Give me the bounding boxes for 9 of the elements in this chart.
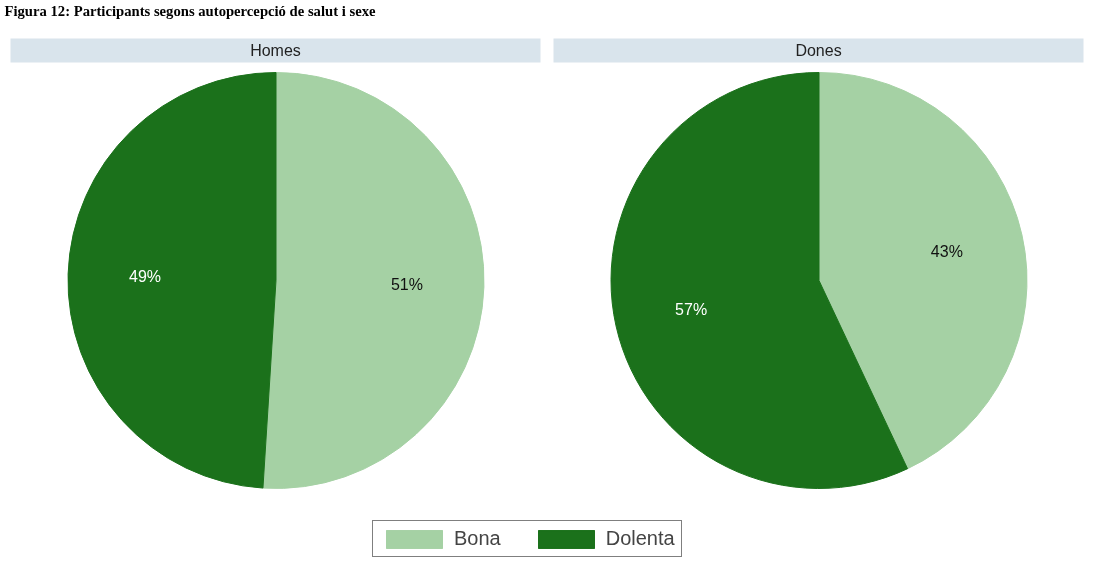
slice-label: Homes	[250, 42, 301, 59]
chart-title: Figura 12: Participants segons autopercepció de salut i sexe	[4, 2, 376, 19]
legend-label: Bona	[454, 527, 501, 550]
data-label: 51%	[390, 276, 423, 294]
slice-label: Dones	[795, 42, 842, 59]
data-label: 43%	[930, 243, 963, 261]
data-label: 49%	[129, 267, 162, 285]
legend-label: Dolenta	[605, 527, 675, 550]
data-label: 57%	[675, 300, 708, 318]
